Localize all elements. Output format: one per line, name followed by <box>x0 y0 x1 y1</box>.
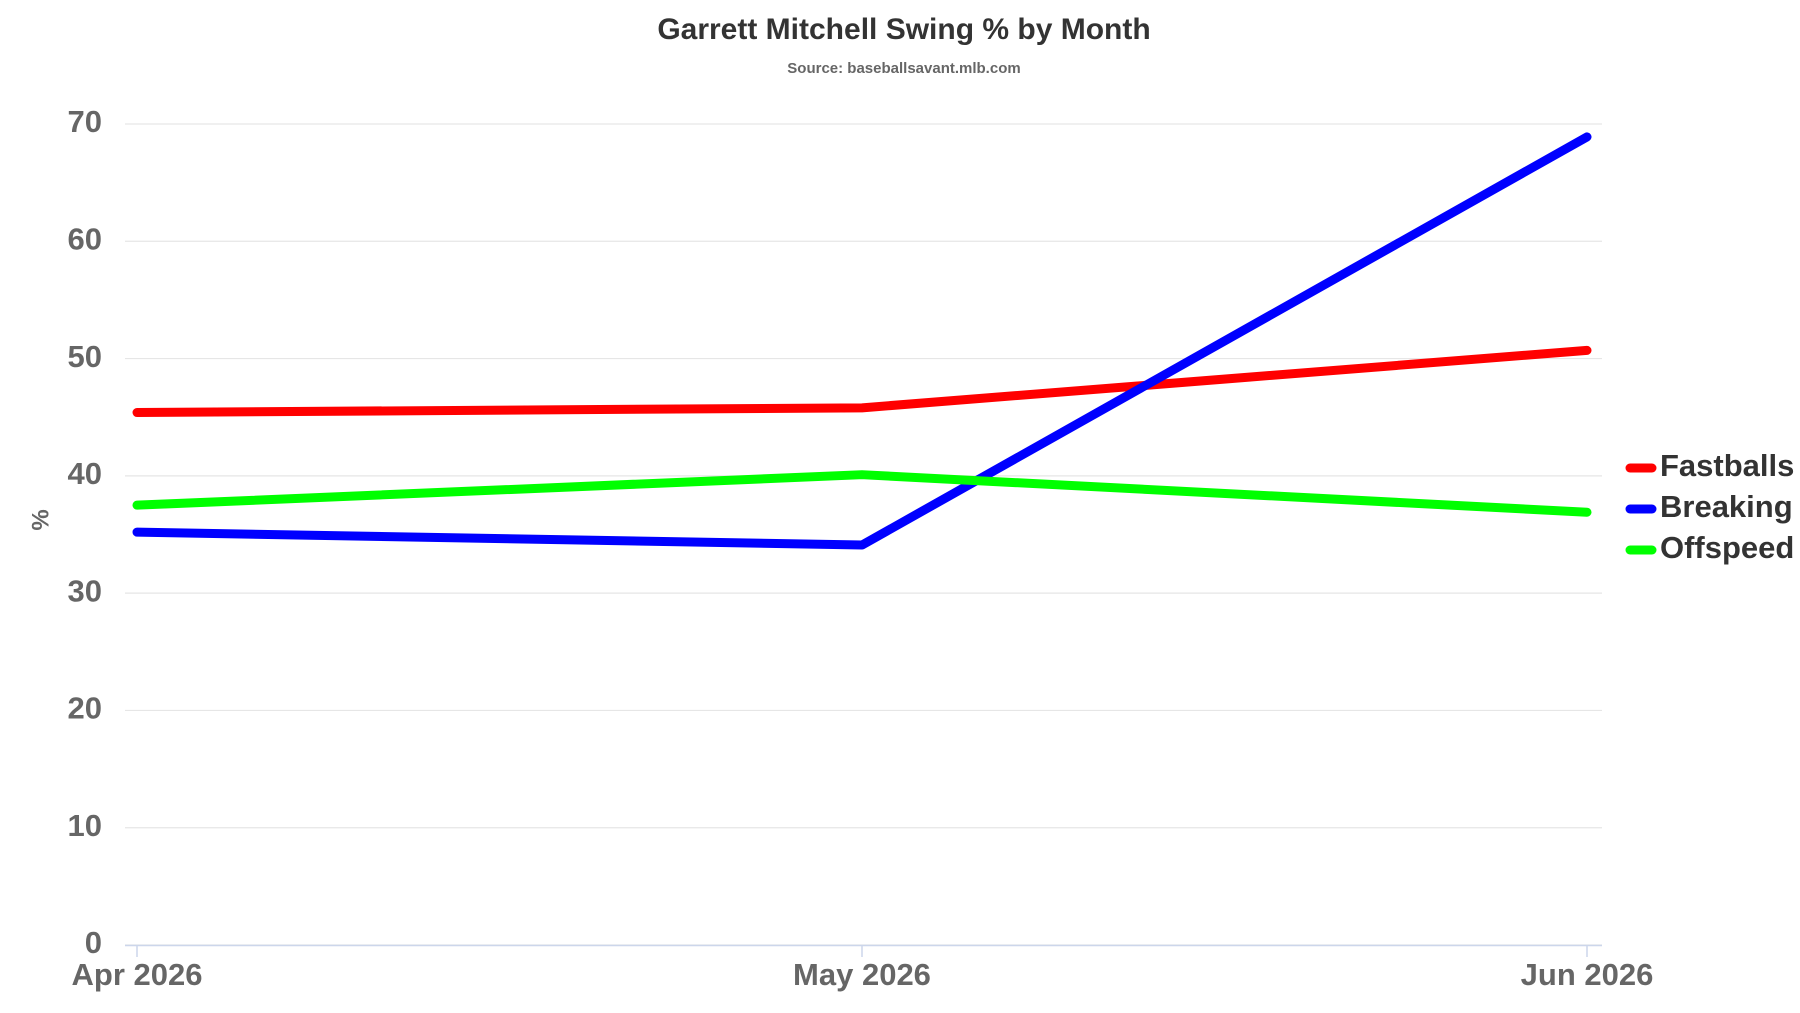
x-tick-label: Apr 2026 <box>72 957 203 992</box>
series-line <box>132 345 1592 418</box>
x-tick-label: Jun 2026 <box>1521 957 1654 992</box>
legend-label: Breaking <box>1660 489 1793 524</box>
y-tick-label: 20 <box>68 691 102 726</box>
y-tick-label: 70 <box>68 104 102 139</box>
x-tick-label: May 2026 <box>793 957 931 992</box>
series-line <box>132 470 1592 517</box>
y-tick-label: 0 <box>85 925 102 960</box>
chart-title: Garrett Mitchell Swing % by Month <box>657 13 1150 46</box>
legend-label: Fastballs <box>1660 448 1794 483</box>
y-tick-label: 60 <box>68 221 102 256</box>
y-tick-label: 30 <box>68 573 102 608</box>
legend-label: Offspeed <box>1660 530 1794 565</box>
y-tick-label: 40 <box>68 456 102 491</box>
chart-subtitle: Source: baseballsavant.mlb.com <box>787 60 1020 77</box>
series-line <box>132 132 1592 550</box>
y-tick-label: 50 <box>68 339 102 374</box>
y-axis-label: % <box>27 509 54 530</box>
y-tick-label: 10 <box>68 808 102 843</box>
